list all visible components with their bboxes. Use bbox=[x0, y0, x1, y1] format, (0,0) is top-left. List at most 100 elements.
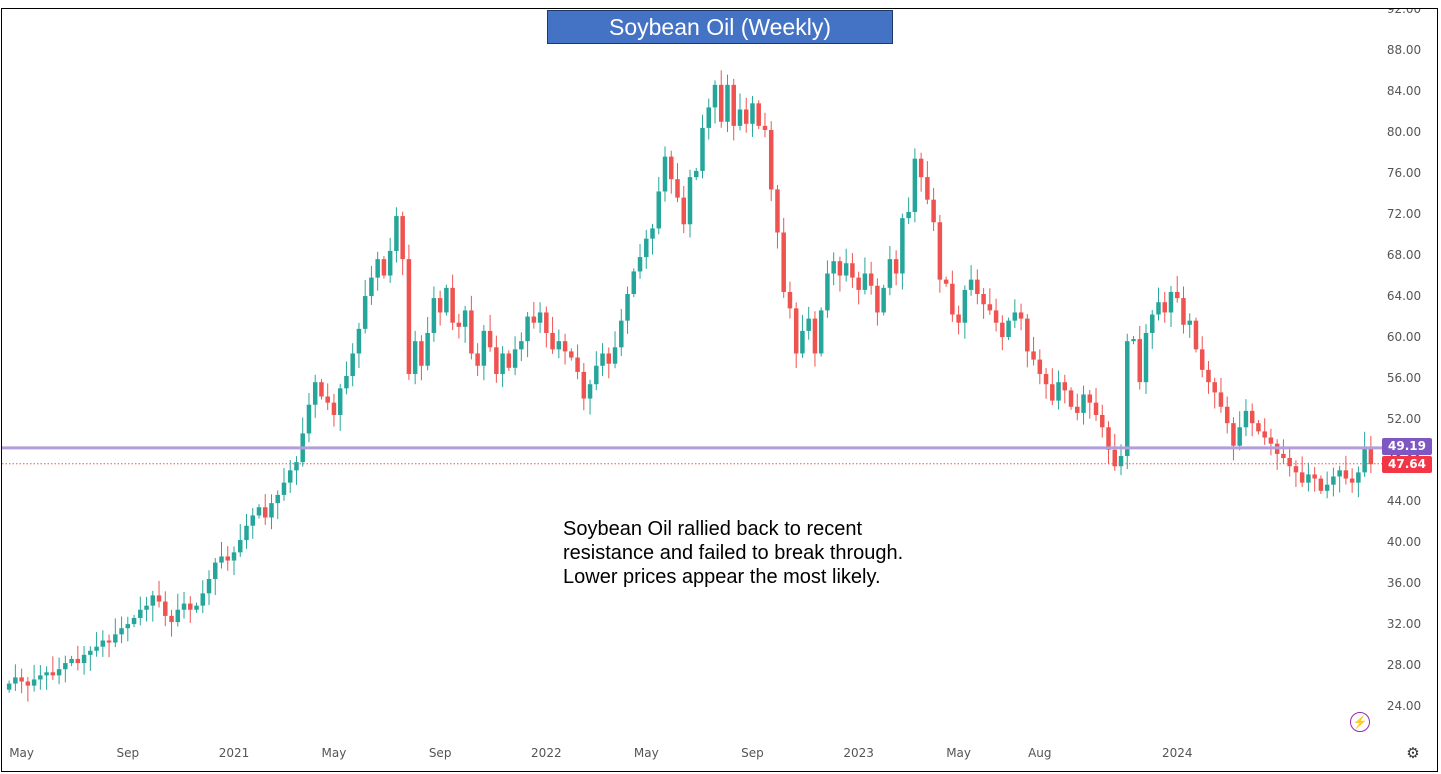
candle-body bbox=[812, 318, 818, 354]
candle-body bbox=[700, 127, 705, 171]
candle bbox=[1343, 455, 1349, 485]
candle-body bbox=[375, 259, 380, 278]
candle-body bbox=[519, 341, 524, 350]
candle-body bbox=[975, 279, 980, 294]
candle-body bbox=[281, 482, 287, 495]
x-tick-label: May bbox=[946, 746, 971, 760]
candle-body bbox=[1068, 390, 1074, 407]
candle bbox=[706, 98, 711, 140]
candle bbox=[619, 308, 624, 357]
candle bbox=[188, 596, 193, 623]
candle bbox=[1106, 421, 1111, 465]
x-tick-label: Sep bbox=[116, 746, 139, 760]
candle bbox=[287, 460, 293, 493]
candle bbox=[562, 333, 568, 365]
y-tick-label: 44.00 bbox=[1387, 494, 1421, 508]
candle bbox=[662, 146, 668, 202]
x-tick-label: 2022 bbox=[531, 746, 562, 760]
candle bbox=[231, 546, 237, 576]
candle bbox=[868, 261, 874, 295]
lightning-bolt-icon[interactable]: ⚡ bbox=[1350, 712, 1370, 732]
candle-body bbox=[287, 470, 293, 483]
candle-body bbox=[650, 228, 655, 239]
candle-body bbox=[831, 261, 836, 274]
candle bbox=[975, 269, 980, 305]
candle-body bbox=[856, 277, 861, 290]
candle-body bbox=[150, 595, 156, 606]
candle-body bbox=[1337, 470, 1342, 477]
candle bbox=[1062, 374, 1068, 404]
candle bbox=[475, 343, 480, 377]
candle-body bbox=[1156, 302, 1161, 315]
candle bbox=[637, 243, 643, 279]
candle bbox=[875, 278, 880, 326]
candle-body bbox=[394, 216, 399, 251]
candle-body bbox=[600, 353, 605, 366]
candle-body bbox=[250, 515, 255, 526]
candle-body bbox=[1299, 472, 1305, 483]
candle bbox=[306, 393, 312, 443]
candle-body bbox=[262, 507, 268, 518]
candle-body bbox=[456, 322, 462, 327]
candle bbox=[793, 302, 799, 369]
candle bbox=[131, 614, 137, 628]
candle bbox=[506, 350, 512, 371]
candle-body bbox=[875, 285, 880, 313]
candle bbox=[1368, 436, 1374, 473]
candle bbox=[331, 393, 337, 427]
candle-body bbox=[912, 158, 918, 212]
candle-body bbox=[925, 177, 930, 200]
candle bbox=[1149, 309, 1155, 349]
candle-body bbox=[950, 283, 955, 315]
candle-body bbox=[1268, 437, 1274, 444]
candle bbox=[1081, 385, 1086, 425]
candle-body bbox=[1312, 474, 1317, 479]
candle bbox=[225, 546, 231, 571]
candle-body bbox=[156, 595, 162, 602]
candle bbox=[1274, 439, 1280, 470]
candle bbox=[775, 184, 780, 249]
candle bbox=[519, 332, 524, 362]
candle-body bbox=[325, 396, 330, 403]
candle bbox=[1318, 475, 1324, 494]
candle bbox=[213, 558, 218, 595]
candle-body bbox=[737, 109, 743, 126]
y-tick-label: 76.00 bbox=[1387, 166, 1421, 180]
candle bbox=[56, 657, 62, 685]
candle-body bbox=[625, 293, 630, 321]
candle-body bbox=[1100, 414, 1105, 428]
candle bbox=[1168, 286, 1174, 328]
y-tick-label: 56.00 bbox=[1387, 371, 1421, 385]
candle bbox=[150, 590, 156, 622]
candle bbox=[743, 97, 749, 133]
candle-body bbox=[481, 330, 487, 366]
candle bbox=[1031, 336, 1036, 366]
y-tick-label: 88.00 bbox=[1387, 43, 1421, 57]
candle-body bbox=[1093, 402, 1099, 415]
candle-body bbox=[1056, 382, 1061, 401]
gear-icon[interactable]: ⚙ bbox=[1406, 745, 1420, 762]
candle bbox=[537, 302, 543, 333]
candle-body bbox=[356, 328, 362, 354]
price-chart[interactable]: 92.00 88.00 84.00 80.00 76.00 72.00 68.00 64.00… bbox=[2, 9, 1438, 772]
candle bbox=[469, 295, 474, 360]
candle bbox=[531, 301, 537, 329]
candle bbox=[1000, 315, 1005, 351]
x-tick-label: Aug bbox=[1028, 746, 1051, 760]
candle bbox=[650, 223, 655, 255]
candle bbox=[1112, 433, 1118, 471]
candle-body bbox=[344, 376, 349, 389]
candle bbox=[88, 646, 93, 671]
candle-body bbox=[993, 310, 999, 323]
candle-body bbox=[13, 677, 18, 684]
candle-body bbox=[662, 156, 668, 192]
candle-body bbox=[987, 304, 993, 311]
candle bbox=[1218, 377, 1224, 413]
candle bbox=[119, 616, 124, 644]
candle-body bbox=[743, 109, 749, 124]
candle bbox=[956, 305, 961, 335]
candle bbox=[1324, 471, 1330, 499]
candle-body bbox=[94, 646, 99, 651]
candle bbox=[100, 630, 106, 657]
candle-body bbox=[581, 371, 587, 399]
